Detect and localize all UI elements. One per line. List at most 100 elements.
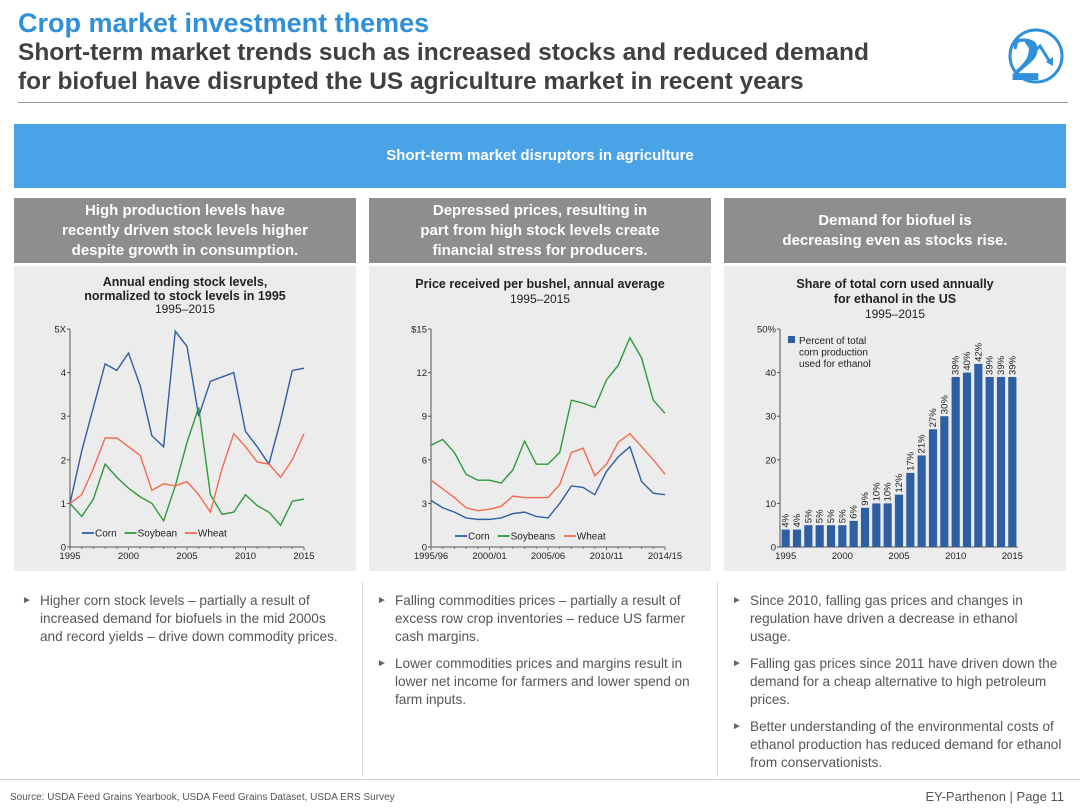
bullet-arrow-icon: ► xyxy=(377,658,387,669)
y-tick-label: 40 xyxy=(765,368,776,379)
bar-data-label: 21% xyxy=(917,434,928,454)
bar xyxy=(996,376,1006,547)
bar xyxy=(883,503,892,547)
bar-data-label: 39% xyxy=(996,355,1007,375)
column-heading-1-line-3: despite growth in consumption. xyxy=(71,241,299,259)
column-heading-3-line-1: Demand for biofuel is xyxy=(818,211,972,229)
y-tick-label: 0 xyxy=(771,543,776,554)
x-tick-label: 2014/15 xyxy=(648,551,682,562)
chart-title-line: Annual ending stock levels, xyxy=(103,275,268,289)
y-tick-label: 3 xyxy=(422,499,427,510)
legend-label: used for ethanol xyxy=(799,359,871,370)
x-tick-label: 1995 xyxy=(775,551,796,562)
x-tick-label: 2010/11 xyxy=(590,551,624,562)
bar xyxy=(781,529,790,547)
chart-panel-ethanol: Share of total corn used annually for et… xyxy=(724,266,1066,571)
y-tick-label: 2 xyxy=(61,455,66,466)
bullet-list-1: ► Higher corn stock levels – partially a … xyxy=(20,592,350,655)
bar xyxy=(815,525,824,547)
page-title: Crop market investment themes xyxy=(18,8,430,38)
bullet-list-2: ► Falling commodities prices – partially … xyxy=(375,592,705,718)
legend-label: Wheat xyxy=(198,529,227,540)
x-tick-label: 2015 xyxy=(1002,551,1023,562)
bar-data-label: 5% xyxy=(837,509,848,523)
bar-data-label: 10% xyxy=(871,482,882,502)
y-tick-label: 9 xyxy=(422,412,427,423)
stock-levels-line-chart: Annual ending stock levels, normalized t… xyxy=(54,275,314,562)
column-heading-1-line-1: High production levels have xyxy=(84,201,286,219)
price-per-bushel-line-chart: Price received per bushel, annual averag… xyxy=(411,277,682,562)
bar xyxy=(940,416,949,547)
x-tick-label: 2010 xyxy=(945,551,966,562)
title-block: Crop market investment themes Short-term… xyxy=(18,8,978,96)
chart-subtitle: 1995–2015 xyxy=(865,307,925,321)
downward-trend-badge-icon: 2 xyxy=(1008,26,1064,92)
bullet-list-3: ► Since 2010, falling gas prices and chan… xyxy=(730,592,1062,781)
badge-number: 2 xyxy=(1010,26,1041,92)
chart-title-line: Price received per bushel, annual averag… xyxy=(415,277,664,291)
bullet-arrow-icon: ► xyxy=(732,658,742,669)
bar xyxy=(849,520,858,547)
bar-data-label: 30% xyxy=(939,395,950,415)
series-line-soybean xyxy=(69,407,305,527)
y-tick-label: 6 xyxy=(422,455,427,466)
series-line-wheat xyxy=(69,432,305,514)
bar-data-label: 5% xyxy=(815,509,826,523)
y-tick-label: 0 xyxy=(61,543,66,554)
y-tick-label: 30 xyxy=(765,412,776,423)
bullet-item: ► Since 2010, falling gas prices and chan… xyxy=(732,593,1023,644)
series-line-wheat xyxy=(430,432,666,512)
x-tick-label: 2005/06 xyxy=(531,551,565,562)
bar xyxy=(906,472,915,547)
bullet-arrow-icon: ► xyxy=(732,721,742,732)
bar xyxy=(985,376,994,547)
column-heading-2-line-1: Depressed prices, resulting in xyxy=(432,201,648,219)
bar-data-label: 39% xyxy=(1007,355,1018,375)
x-tick-label: 2005 xyxy=(176,551,197,562)
bar xyxy=(917,455,926,547)
chart-title-line: for ethanol in the US xyxy=(834,292,956,306)
bar xyxy=(928,429,938,547)
legend-label: corn production xyxy=(799,348,868,359)
x-tick-label: 1995/96 xyxy=(414,551,448,562)
chart-panel-prices: Price received per bushel, annual averag… xyxy=(369,266,711,571)
y-tick-label: 20 xyxy=(765,455,776,466)
legend-label: Wheat xyxy=(577,532,606,543)
y-tick-label: 5X xyxy=(54,325,66,336)
source-note: Source: USDA Feed Grains Yearbook, USDA … xyxy=(10,792,395,803)
column-heading-3: Demand for biofuel is decreasing even as… xyxy=(724,198,1066,263)
legend-label: Corn xyxy=(468,532,490,543)
bullet-arrow-icon: ► xyxy=(732,595,742,606)
page-subtitle-line-1: Short-term market trends such as increas… xyxy=(18,39,869,66)
y-tick-label: 12 xyxy=(416,368,427,379)
bullet-arrow-icon: ► xyxy=(22,595,32,606)
bar-data-label: 10% xyxy=(883,482,894,502)
bar xyxy=(860,507,870,547)
bar xyxy=(962,372,972,547)
bullet-arrow-icon: ► xyxy=(377,595,387,606)
bar-data-label: 39% xyxy=(951,355,962,375)
section-banner: Short-term market disruptors in agricult… xyxy=(14,124,1066,188)
bar-data-label: 42% xyxy=(973,342,984,362)
y-tick-label: 4 xyxy=(61,368,66,379)
bar-data-label: 12% xyxy=(894,473,905,493)
chart-subtitle: 1995–2015 xyxy=(155,302,215,316)
y-tick-label: 10 xyxy=(765,499,776,510)
legend-label: Percent of total xyxy=(799,336,866,347)
column-heading-2-line-3: financial stress for producers. xyxy=(432,241,648,259)
page-number: EY-Parthenon | Page 11 xyxy=(925,789,1064,804)
ethanol-share-bar-chart: Share of total corn used annually for et… xyxy=(757,277,1023,562)
y-tick-label: 50% xyxy=(757,325,777,336)
chart-subtitle: 1995–2015 xyxy=(510,292,570,306)
bar-data-label: 4% xyxy=(781,513,792,527)
bar-data-label: 4% xyxy=(792,513,803,527)
bullet-item: ► Lower commodities prices and margins re… xyxy=(377,656,690,707)
chart-title-line: Share of total corn used annually xyxy=(796,277,993,291)
bar-data-label: 27% xyxy=(928,408,939,428)
column-heading-1-line-2: recently driven stock levels higher xyxy=(62,221,308,239)
bullet-item: ► Falling commodities prices – partially … xyxy=(377,593,686,644)
page-subtitle-line-2: for biofuel have disrupted the US agricu… xyxy=(18,68,804,95)
x-tick-label: 2000 xyxy=(118,551,139,562)
bar xyxy=(792,529,802,547)
y-tick-label: 0 xyxy=(422,543,427,554)
